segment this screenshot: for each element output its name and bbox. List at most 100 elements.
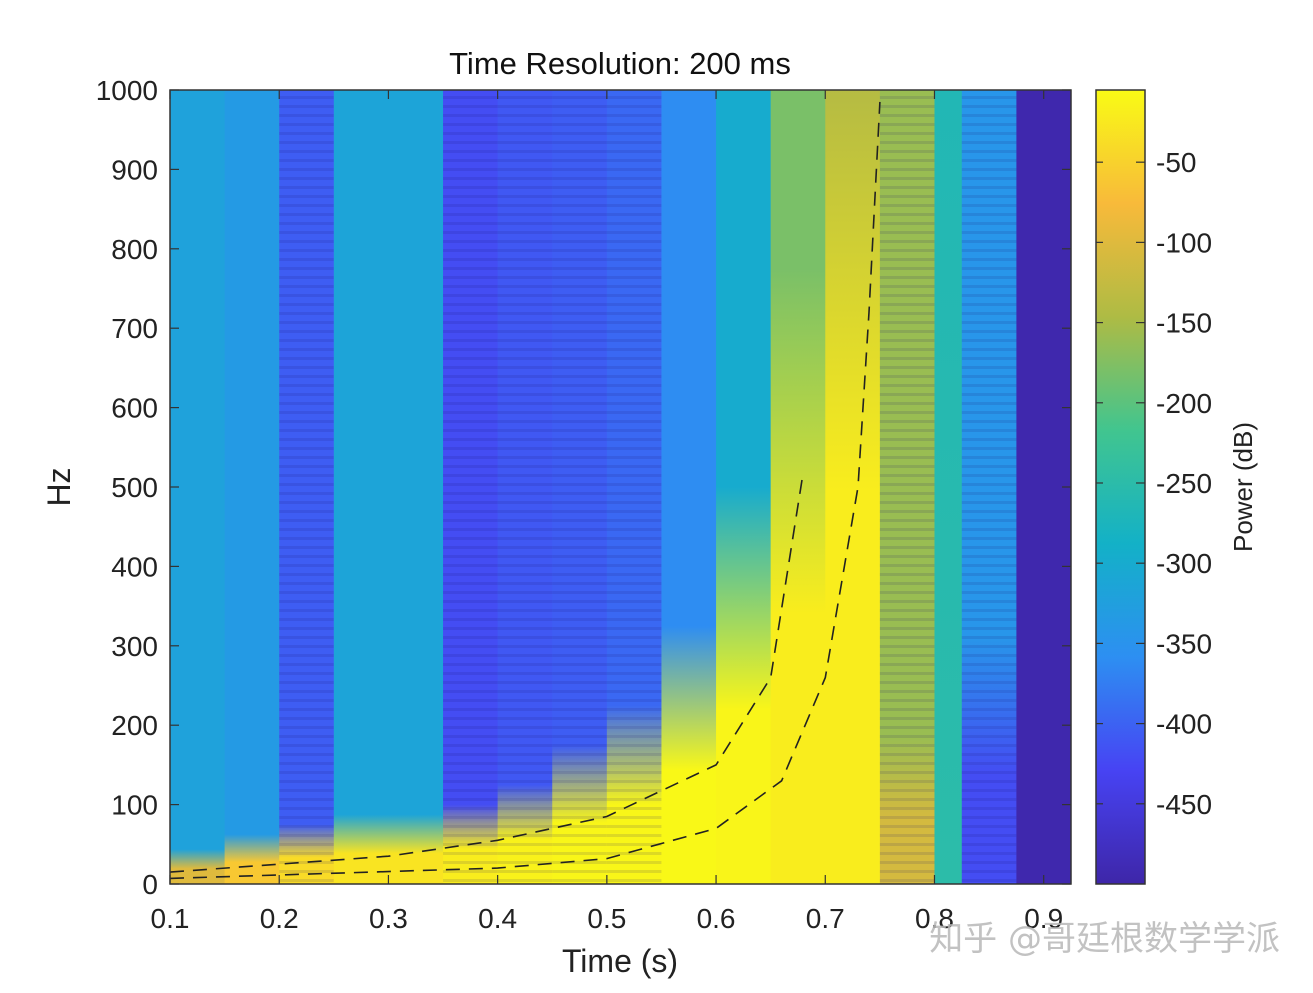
texture-stripe [606, 537, 662, 540]
texture-stripe [552, 366, 607, 369]
texture-stripe [497, 222, 553, 225]
texture-stripe [552, 699, 607, 702]
texture-stripe [443, 114, 498, 117]
texture-stripe [606, 807, 662, 810]
texture-stripe [961, 186, 1017, 189]
heatmap-texture [443, 96, 498, 882]
texture-stripe [497, 114, 553, 117]
texture-stripe [552, 771, 607, 774]
texture-stripe [279, 456, 334, 459]
texture-stripe [879, 699, 935, 702]
texture-stripe [443, 717, 498, 720]
texture-stripe [552, 798, 607, 801]
texture-stripe [497, 744, 553, 747]
texture-stripe [961, 213, 1017, 216]
texture-stripe [606, 411, 662, 414]
texture-stripe [443, 168, 498, 171]
texture-stripe [961, 474, 1017, 477]
texture-stripe [879, 303, 935, 306]
texture-stripe [443, 816, 498, 819]
texture-stripe [606, 357, 662, 360]
texture-stripe [879, 348, 935, 351]
watermark: 知乎 @哥廷根数学学派 [929, 919, 1280, 959]
texture-stripe [961, 159, 1017, 162]
texture-stripe [497, 393, 553, 396]
texture-stripe [279, 537, 334, 540]
texture-stripe [497, 402, 553, 405]
texture-stripe [552, 663, 607, 666]
texture-stripe [443, 573, 498, 576]
texture-stripe [443, 519, 498, 522]
texture-stripe [443, 267, 498, 270]
texture-stripe [879, 465, 935, 468]
texture-stripe [497, 267, 553, 270]
texture-stripe [879, 591, 935, 594]
heatmap-column [770, 90, 826, 884]
y-tick-label: 200 [111, 710, 158, 741]
texture-stripe [961, 789, 1017, 792]
texture-stripe [497, 537, 553, 540]
texture-stripe [279, 834, 334, 837]
colorbar-title: Power (dB) [1228, 422, 1258, 552]
texture-stripe [606, 177, 662, 180]
texture-stripe [497, 249, 553, 252]
texture-stripe [279, 717, 334, 720]
texture-stripe [497, 330, 553, 333]
texture-stripe [443, 105, 498, 108]
texture-stripe [961, 627, 1017, 630]
texture-stripe [961, 870, 1017, 873]
texture-stripe [552, 159, 607, 162]
texture-stripe [552, 726, 607, 729]
texture-stripe [606, 627, 662, 630]
texture-stripe [879, 474, 935, 477]
texture-stripe [279, 186, 334, 189]
texture-stripe [279, 177, 334, 180]
texture-stripe [879, 654, 935, 657]
texture-stripe [552, 510, 607, 513]
texture-stripe [497, 420, 553, 423]
texture-stripe [497, 645, 553, 648]
texture-stripe [443, 645, 498, 648]
texture-stripe [606, 663, 662, 666]
texture-stripe [497, 456, 553, 459]
colorbar-tick-label: -200 [1156, 388, 1212, 419]
texture-stripe [606, 681, 662, 684]
texture-stripe [961, 384, 1017, 387]
texture-stripe [961, 240, 1017, 243]
x-tick-label: 0.2 [260, 903, 299, 934]
texture-stripe [961, 393, 1017, 396]
texture-stripe [443, 807, 498, 810]
texture-stripe [606, 321, 662, 324]
texture-stripe [497, 159, 553, 162]
texture-stripe [552, 339, 607, 342]
texture-stripe [443, 780, 498, 783]
texture-stripe [961, 312, 1017, 315]
colorbar-tick-label: -250 [1156, 468, 1212, 499]
texture-stripe [279, 681, 334, 684]
texture-stripe [879, 726, 935, 729]
texture-stripe [961, 465, 1017, 468]
texture-stripe [279, 96, 334, 99]
texture-stripe [497, 879, 553, 882]
texture-stripe [552, 519, 607, 522]
texture-stripe [552, 294, 607, 297]
texture-stripe [552, 195, 607, 198]
texture-stripe [279, 438, 334, 441]
texture-stripe [497, 798, 553, 801]
texture-stripe [606, 285, 662, 288]
texture-stripe [497, 636, 553, 639]
texture-stripe [497, 465, 553, 468]
texture-stripe [606, 798, 662, 801]
chirp-curve [169, 101, 881, 880]
texture-stripe [497, 429, 553, 432]
texture-stripe [279, 366, 334, 369]
texture-stripe [606, 276, 662, 279]
texture-stripe [961, 591, 1017, 594]
texture-stripe [879, 375, 935, 378]
texture-stripe [961, 96, 1017, 99]
texture-stripe [552, 861, 607, 864]
texture-stripe [606, 393, 662, 396]
texture-stripe [552, 501, 607, 504]
texture-stripe [279, 474, 334, 477]
texture-stripe [606, 348, 662, 351]
